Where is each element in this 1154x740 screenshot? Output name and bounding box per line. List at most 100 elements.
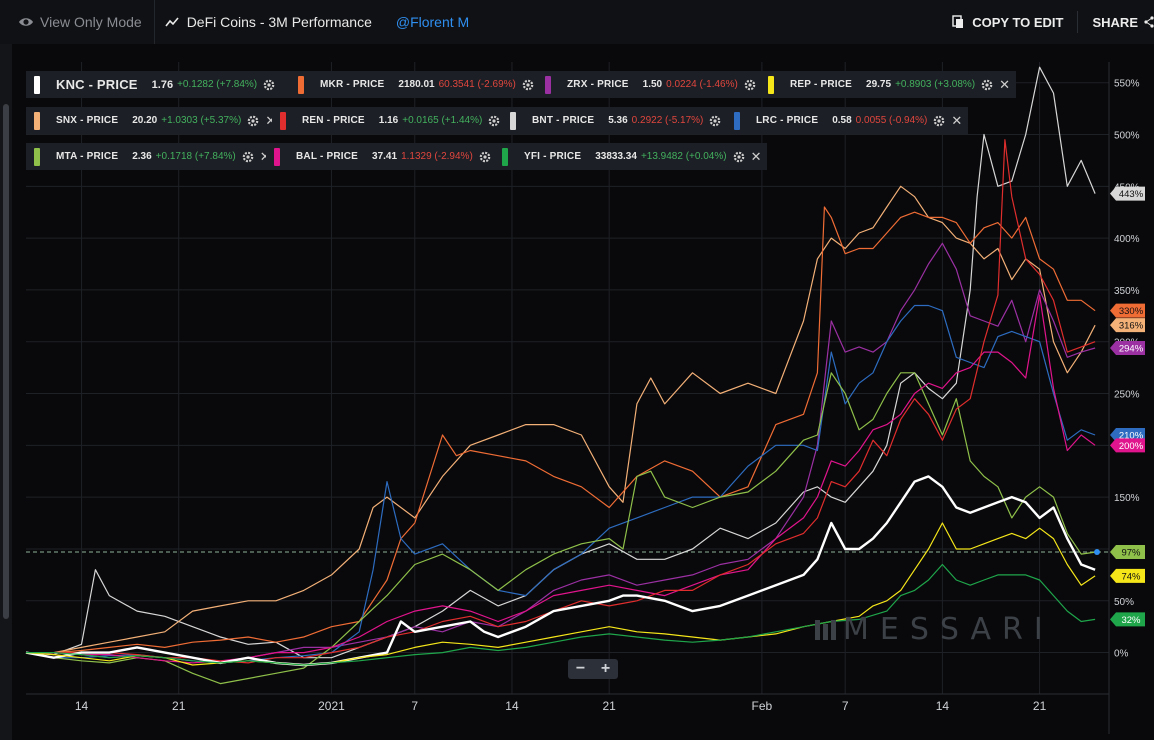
legend-series-value: 1.50 <box>642 79 663 90</box>
y-tick-label: 350% <box>1114 286 1140 297</box>
zoom-in-button[interactable]: + <box>600 660 611 677</box>
end-value-label: 97% <box>1110 545 1145 560</box>
close-icon[interactable]: ✕ <box>265 112 277 128</box>
legend-item[interactable]: LRC - PRICE 0.58 0.0055 (-0.94%) ✕ <box>726 107 969 134</box>
legend-series-value: 33833.34 <box>595 151 637 162</box>
end-label-badge <box>1110 303 1145 318</box>
vertical-scrollbar[interactable] <box>0 44 12 740</box>
legend-color-swatch <box>545 75 551 94</box>
copy-to-edit-button[interactable]: COPY TO EDIT <box>952 0 1077 44</box>
x-tick-label: Feb <box>752 699 773 713</box>
legend-series-name: MTA - PRICE <box>56 151 119 162</box>
settings-gear-icon[interactable] <box>488 115 500 127</box>
x-tick-label: 14 <box>936 699 950 713</box>
legend-series-change: 0.2922 (-5.17%) <box>631 115 704 126</box>
settings-gear-icon[interactable] <box>981 79 993 91</box>
series-line <box>25 66 1096 659</box>
series-line <box>26 206 1096 654</box>
series-line <box>26 294 1096 664</box>
end-value-label: 74% <box>1110 568 1145 583</box>
end-value-label: 330% <box>1110 303 1145 318</box>
y-tick-label: 550% <box>1114 79 1140 90</box>
legend-series-value: 0.58 <box>832 115 852 126</box>
x-tick-label: 14 <box>505 699 519 713</box>
series-line <box>25 475 1096 667</box>
legend-item[interactable]: REP - PRICE 29.75 +0.8903 (+3.08%) ✕ <box>760 71 1017 98</box>
end-label-text: 200% <box>1119 441 1144 452</box>
series-line <box>26 563 1096 666</box>
close-icon[interactable]: ✕ <box>260 150 271 163</box>
legend-series-change: 1.1329 (-2.94%) <box>401 151 473 162</box>
settings-gear-icon[interactable] <box>522 79 534 91</box>
legend-series-name: KNC - PRICE <box>56 77 138 92</box>
legend-series-name: BAL - PRICE <box>296 151 359 162</box>
line-chart-icon <box>165 17 179 27</box>
copy-to-edit-label: COPY TO EDIT <box>972 14 1064 30</box>
end-value-label: 316% <box>1110 318 1145 333</box>
settings-gear-icon[interactable] <box>242 151 254 163</box>
x-tick-label: 14 <box>75 699 89 713</box>
eye-icon <box>19 18 33 26</box>
copy-icon <box>952 15 964 28</box>
legend-color-swatch <box>734 111 740 130</box>
end-label-text: 74% <box>1121 571 1141 582</box>
settings-gear-icon[interactable] <box>709 115 721 127</box>
top-bar: View Only Mode DeFi Coins - 3M Performan… <box>0 0 1154 45</box>
author-link[interactable]: @Florent M <box>395 14 470 30</box>
legend-series-change: 60.3541 (-2.69%) <box>438 79 516 90</box>
zoom-control: − + <box>568 659 618 679</box>
x-tick-label: 2021 <box>318 699 345 713</box>
x-tick-label: 21 <box>602 699 616 713</box>
messari-logo-icon <box>815 619 836 640</box>
legend-series-name: SNX - PRICE <box>56 115 119 126</box>
settings-gear-icon[interactable] <box>733 151 745 163</box>
legend-series-value: 1.16 <box>378 115 399 126</box>
close-icon[interactable]: ✕ <box>999 76 1011 92</box>
y-tick-label: 0% <box>1114 649 1129 660</box>
end-label-badge <box>1110 545 1145 560</box>
view-only-mode-indicator: View Only Mode <box>0 0 155 44</box>
watermark-text: MESSARI <box>843 612 1054 647</box>
settings-gear-icon[interactable] <box>933 115 945 127</box>
legend-item[interactable]: SNX - PRICE 20.20 +1.0303 (+5.37%) ✕ <box>26 107 283 134</box>
y-tick-label: 150% <box>1114 493 1140 504</box>
legend-item[interactable]: YFI - PRICE 33833.34 +13.9482 (+0.04%) ✕ <box>494 143 768 170</box>
legend-series-value: 37.41 <box>372 151 398 162</box>
settings-gear-icon[interactable] <box>247 115 259 127</box>
close-icon[interactable]: ✕ <box>750 148 762 164</box>
y-tick-label: 250% <box>1114 390 1140 401</box>
end-label-badge <box>1110 340 1145 355</box>
legend-series-name: ZRX - PRICE <box>567 79 629 90</box>
end-value-label: 443% <box>1110 186 1145 201</box>
y-tick-label: 50% <box>1114 597 1134 608</box>
messari-watermark: MESSARI <box>815 612 1054 647</box>
legend-item[interactable]: KNC - PRICE 1.76 +0.1282 (+7.84%) <box>26 71 290 98</box>
x-tick-label: 21 <box>172 699 186 713</box>
settings-gear-icon[interactable] <box>744 79 756 91</box>
share-icon <box>1144 16 1154 28</box>
end-label-text: 443% <box>1119 189 1144 200</box>
settings-gear-icon[interactable] <box>479 151 491 163</box>
share-button[interactable]: SHARE <box>1077 11 1154 33</box>
legend-color-swatch <box>502 147 508 166</box>
zoom-out-button[interactable]: − <box>575 660 586 677</box>
legend-series-value: 1.76 <box>151 78 174 91</box>
legend-item[interactable]: MTA - PRICE 2.36+0.1718 (+7.84%) ✕ <box>26 143 277 170</box>
legend-series-value: 29.75 <box>866 79 892 90</box>
legend-color-swatch <box>274 147 280 166</box>
legend-color-swatch <box>280 111 286 130</box>
chart-title-text: DeFi Coins - 3M Performance <box>186 14 372 30</box>
close-icon[interactable]: ✕ <box>951 112 963 128</box>
end-label-text: 330% <box>1119 306 1144 317</box>
x-tick-label: 21 <box>1033 699 1047 713</box>
series-line <box>25 372 1096 685</box>
scrollbar-thumb[interactable] <box>3 104 9 619</box>
view-only-label: View Only Mode <box>40 14 142 30</box>
settings-gear-icon[interactable] <box>263 79 275 91</box>
y-tick-label: 500% <box>1114 131 1140 142</box>
